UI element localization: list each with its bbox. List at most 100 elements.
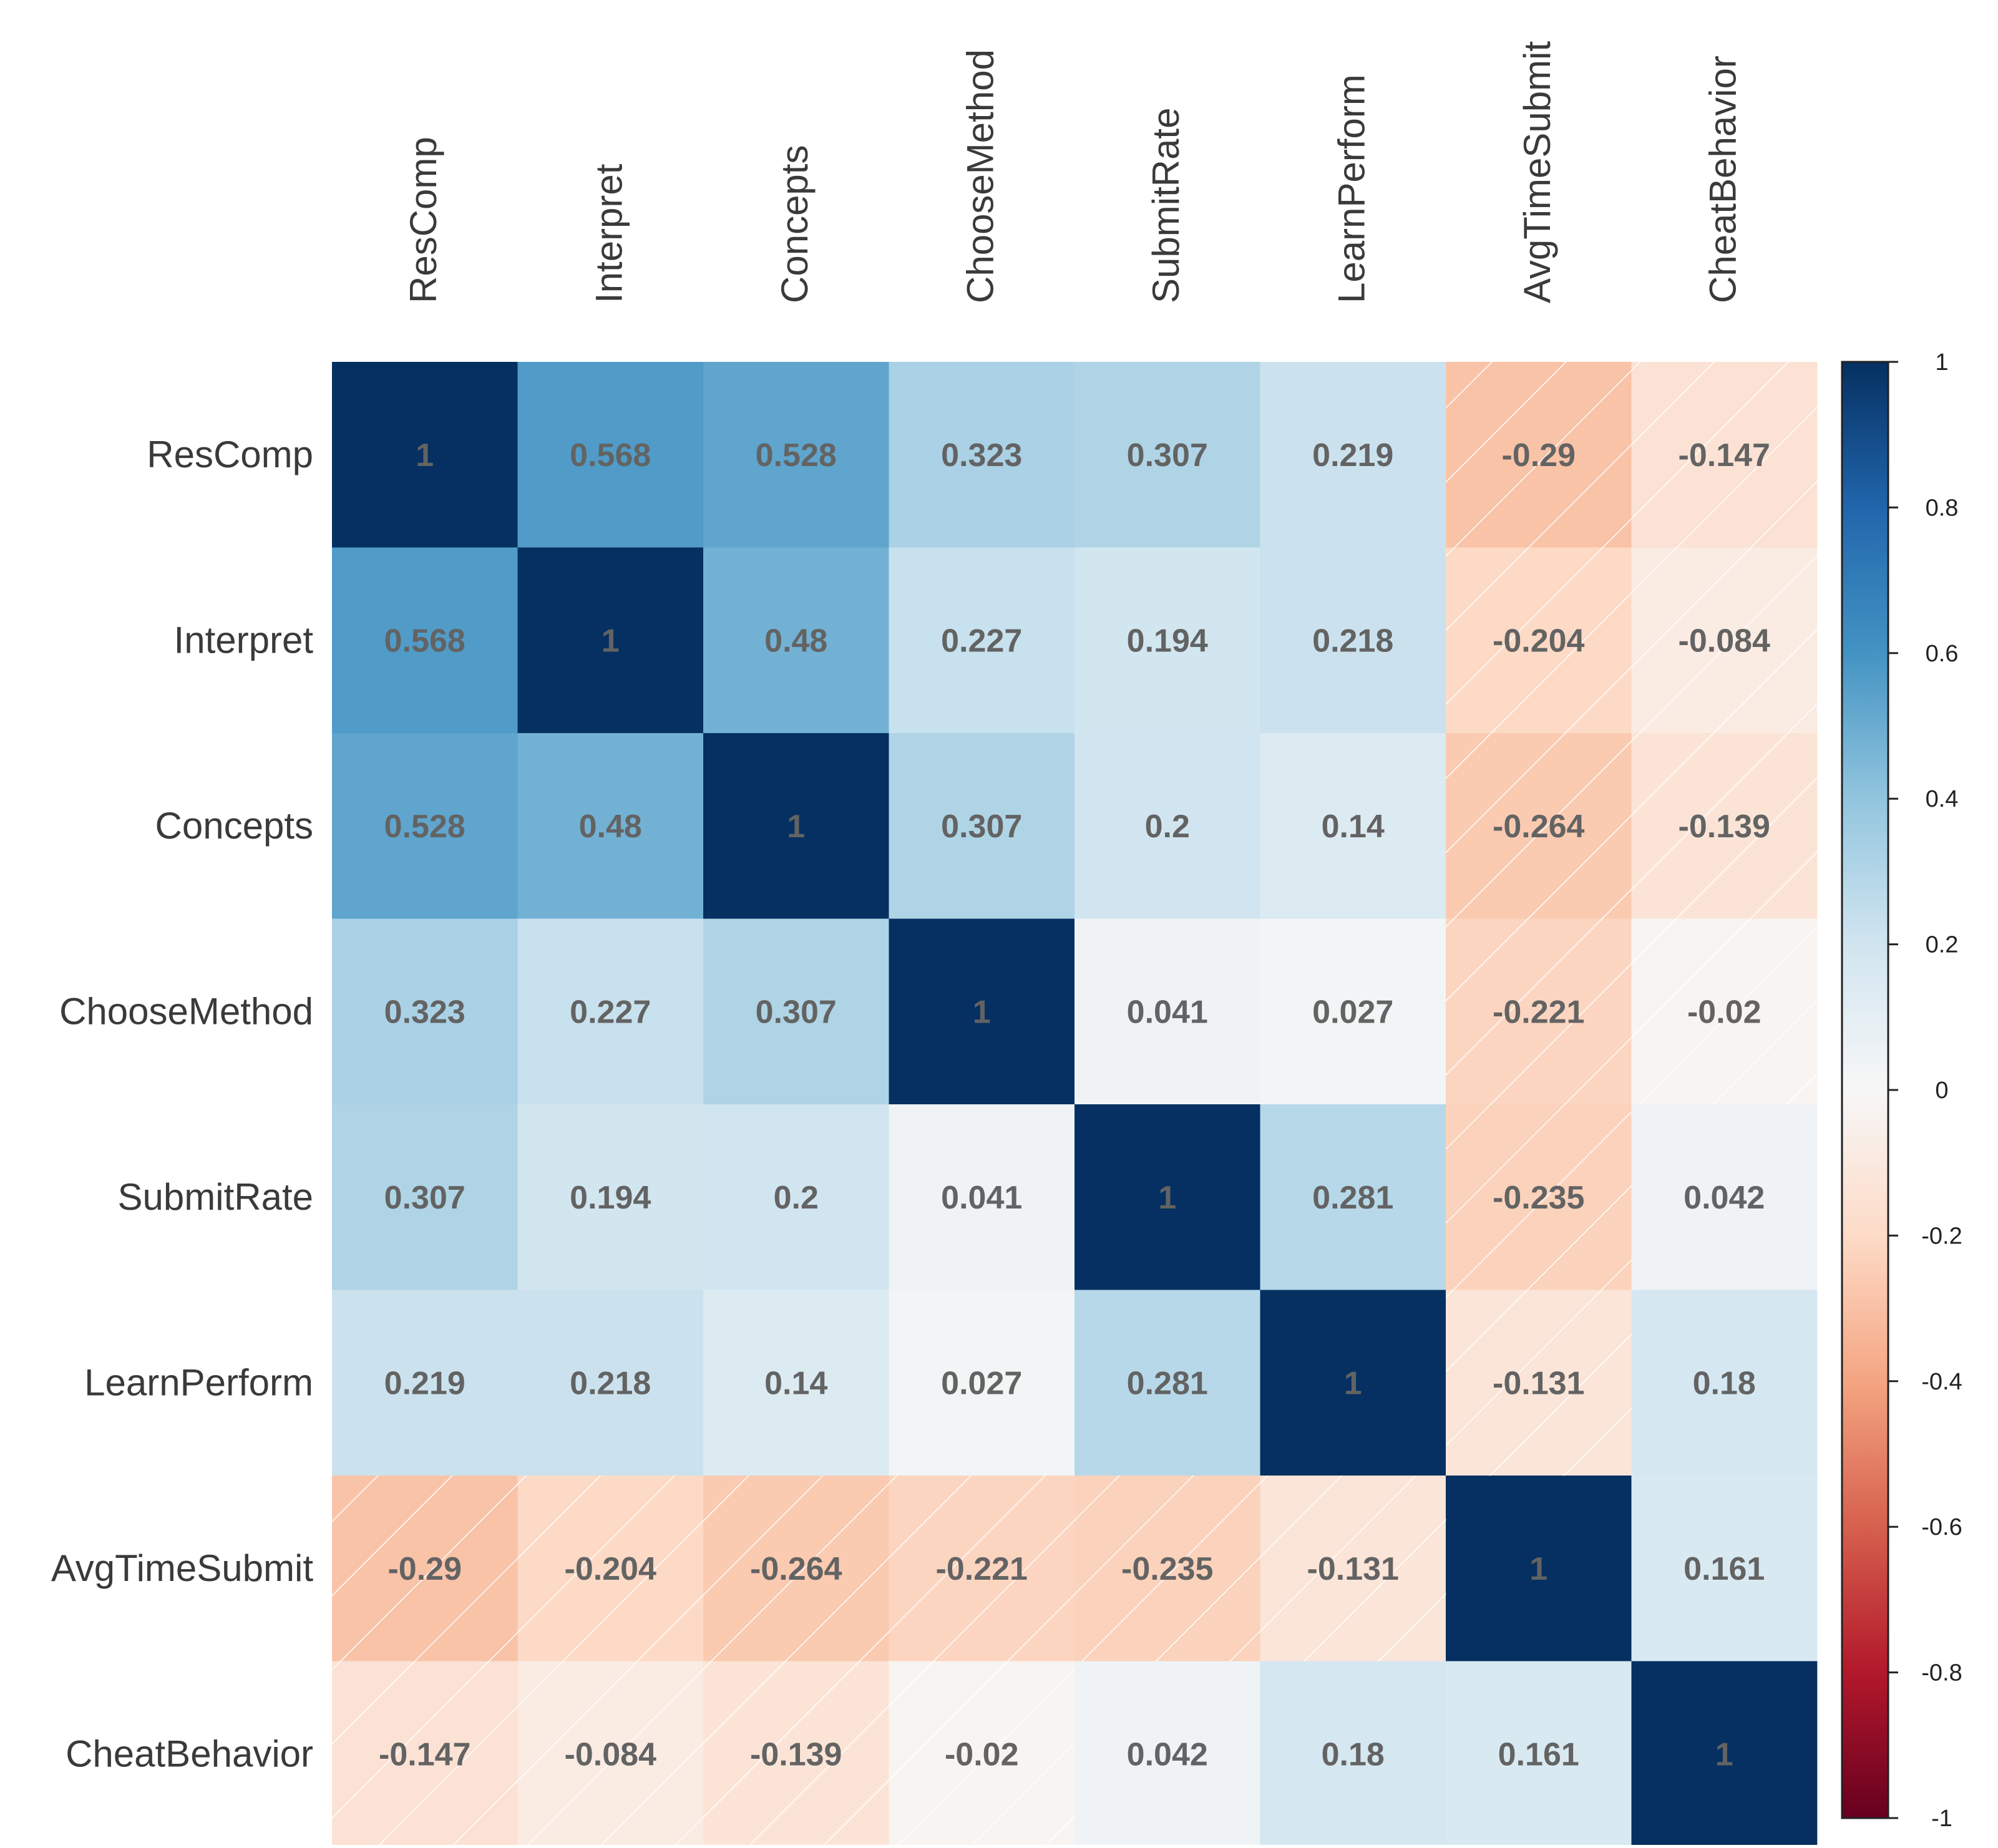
- heatmap-cell-avg-time-submit-concepts-hatch: [703, 1476, 889, 1661]
- heatmap-value-label-learn-perform-res-comp: 0.219: [384, 1365, 465, 1401]
- heatmap-cell-avg-time-submit-interpret-hatch: [517, 1476, 704, 1661]
- heatmap-cell-submit-rate-choose-method: [889, 1104, 1075, 1290]
- colorbar-tick-label-0-2: 0.2: [1926, 932, 1959, 958]
- heatmap-value-label-learn-perform-concepts: 0.14: [764, 1365, 827, 1401]
- heatmap-cell-avg-time-submit-avg-time-submit: [1446, 1476, 1632, 1661]
- heatmap-value-label-concepts-learn-perform: 0.14: [1322, 809, 1385, 845]
- heatmap-cell-submit-rate-res-comp: [332, 1104, 518, 1290]
- heatmap-cell-submit-rate-interpret: [517, 1104, 704, 1290]
- heatmap-value-label-avg-time-submit-concepts: -0.264: [750, 1551, 842, 1587]
- heatmap-cell-avg-time-submit-submit-rate-hatch: [1075, 1476, 1260, 1661]
- heatmap-cell-avg-time-submit-res-comp-hatch: [332, 1476, 518, 1661]
- heatmap-cell-concepts-interpret: [517, 733, 704, 919]
- row-label-avg-time-submit: AvgTimeSubmit: [51, 1547, 313, 1589]
- heatmap-value-labels: 1 0.568 0.528 0.323 0.307 0.219 -0.29 -0.147 0.5…: [379, 437, 1770, 1773]
- heatmap-cell-learn-perform-concepts: [703, 1290, 889, 1476]
- heatmap-cell-concepts-avg-time-submit-hatch: [1446, 733, 1632, 919]
- heatmap-cell-choose-method-cheat-behavior-hatch: [1631, 918, 1818, 1105]
- heatmap-value-label-interpret-concepts: 0.48: [764, 623, 827, 659]
- heatmap-cell-res-comp-submit-rate: [1075, 362, 1260, 548]
- heatmap-cell-concepts-concepts: [703, 733, 889, 919]
- heatmap-value-label-choose-method-avg-time-submit: -0.221: [1493, 994, 1584, 1030]
- heatmap-value-label-interpret-interpret: 1: [602, 623, 620, 659]
- column-label-learn-perform: LearnPerform: [1330, 74, 1372, 303]
- heatmap-cell-choose-method-res-comp: [332, 918, 518, 1105]
- heatmap-cell-cheat-behavior-learn-perform: [1260, 1661, 1446, 1847]
- heatmap-value-label-cheat-behavior-res-comp: -0.147: [379, 1736, 470, 1773]
- row-label-submit-rate: SubmitRate: [118, 1176, 313, 1218]
- heatmap-value-label-cheat-behavior-avg-time-submit: 0.161: [1498, 1736, 1579, 1773]
- heatmap-cell-res-comp-avg-time-submit-hatch: [1446, 362, 1632, 548]
- colorbar-tick-label-minus-1: -1: [1931, 1806, 1952, 1832]
- heatmap-cell-avg-time-submit-choose-method-hatch: [889, 1476, 1075, 1661]
- heatmap-value-label-submit-rate-avg-time-submit: -0.235: [1493, 1180, 1584, 1216]
- heatmap-cell-cheat-behavior-interpret-hatch: [517, 1661, 704, 1847]
- heatmap-value-label-res-comp-res-comp: 1: [416, 437, 434, 474]
- heatmap-cell-learn-perform-choose-method: [889, 1290, 1075, 1476]
- heatmap-value-label-learn-perform-interpret: 0.218: [570, 1365, 651, 1401]
- heatmap-value-label-choose-method-submit-rate: 0.041: [1127, 994, 1208, 1030]
- heatmap-cell-choose-method-learn-perform: [1260, 918, 1446, 1105]
- heatmap-value-label-learn-perform-avg-time-submit: -0.131: [1493, 1365, 1584, 1401]
- colorbar-tick-label-minus-0-4: -0.4: [1921, 1369, 1962, 1395]
- heatmap-cell-learn-perform-interpret: [517, 1290, 704, 1476]
- heatmap-value-label-submit-rate-interpret: 0.194: [570, 1180, 651, 1216]
- heatmap-value-label-cheat-behavior-learn-perform: 0.18: [1322, 1736, 1385, 1773]
- heatmap-value-label-concepts-avg-time-submit: -0.264: [1493, 809, 1585, 845]
- heatmap-cell-learn-perform-avg-time-submit-hatch: [1446, 1290, 1632, 1476]
- heatmap-value-label-submit-rate-submit-rate: 1: [1158, 1180, 1176, 1216]
- heatmap-cell-interpret-res-comp: [332, 547, 518, 734]
- heatmap-value-label-concepts-submit-rate: 0.2: [1145, 809, 1190, 845]
- row-label-concepts: Concepts: [155, 805, 313, 847]
- heatmap-value-label-interpret-res-comp: 0.568: [384, 623, 465, 659]
- heatmap-value-label-choose-method-learn-perform: 0.027: [1312, 994, 1393, 1030]
- heatmap-value-label-choose-method-cheat-behavior: -0.02: [1687, 994, 1762, 1030]
- column-label-res-comp: ResComp: [402, 137, 444, 303]
- heatmap-cell-learn-perform-res-comp: [332, 1290, 518, 1476]
- heatmap-cell-learn-perform-submit-rate: [1075, 1290, 1260, 1476]
- heatmap-value-label-choose-method-res-comp: 0.323: [384, 994, 465, 1030]
- heatmap-cell-interpret-submit-rate: [1075, 547, 1260, 734]
- column-label-choose-method: ChooseMethod: [959, 49, 1001, 303]
- heatmap-value-label-choose-method-choose-method: 1: [973, 994, 991, 1030]
- heatmap-value-label-avg-time-submit-avg-time-submit: 1: [1529, 1551, 1547, 1587]
- column-labels: ResComp Interpret Concepts ChooseMethod Subm…: [402, 41, 1744, 303]
- heatmap-value-label-res-comp-concepts: 0.528: [756, 437, 837, 474]
- colorbar-tick-label-0-6: 0.6: [1926, 641, 1959, 667]
- heatmap-cell-interpret-cheat-behavior-hatch: [1631, 547, 1818, 734]
- heatmap-value-label-submit-rate-learn-perform: 0.281: [1312, 1180, 1393, 1216]
- heatmap-cell-res-comp-interpret: [517, 362, 704, 548]
- colorbar-tick-label-0: 0: [1935, 1077, 1948, 1104]
- heatmap-cell-res-comp-choose-method: [889, 362, 1075, 548]
- heatmap-value-label-avg-time-submit-cheat-behavior: 0.161: [1684, 1551, 1765, 1587]
- heatmap-cell-res-comp-learn-perform: [1260, 362, 1446, 548]
- heatmap-value-label-cheat-behavior-interpret: -0.084: [565, 1736, 657, 1773]
- heatmap-value-label-concepts-choose-method: 0.307: [941, 809, 1022, 845]
- heatmap-hatches: [332, 362, 1818, 1847]
- heatmap-cell-learn-perform-cheat-behavior: [1631, 1290, 1818, 1476]
- heatmap-cell-choose-method-concepts: [703, 918, 889, 1105]
- heatmap-cell-concepts-submit-rate: [1075, 733, 1260, 919]
- heatmap-value-label-concepts-res-comp: 0.528: [384, 809, 465, 845]
- heatmap-value-label-submit-rate-concepts: 0.2: [774, 1180, 819, 1216]
- row-labels: ResComp Interpret Concepts ChooseMethod Subm…: [51, 434, 313, 1775]
- heatmap-value-label-concepts-concepts: 1: [787, 809, 805, 845]
- column-label-submit-rate: SubmitRate: [1145, 108, 1187, 303]
- heatmap-value-label-res-comp-submit-rate: 0.307: [1127, 437, 1208, 474]
- colorbar: 1 0.8 0.6 0.4 0.2 0 -0.2 -0.4 -0.6 -0.8 -1: [1841, 349, 1962, 1832]
- heatmap-cell-submit-rate-concepts: [703, 1104, 889, 1290]
- heatmap-cell-submit-rate-cheat-behavior: [1631, 1104, 1818, 1290]
- heatmap-value-label-submit-rate-res-comp: 0.307: [384, 1180, 465, 1216]
- heatmap-cell-interpret-interpret: [517, 547, 704, 734]
- heatmap-value-label-avg-time-submit-learn-perform: -0.131: [1307, 1551, 1399, 1587]
- column-label-concepts: Concepts: [774, 145, 816, 303]
- heatmap-cell-avg-time-submit-cheat-behavior: [1631, 1476, 1818, 1661]
- heatmap-cell-choose-method-avg-time-submit-hatch: [1446, 918, 1632, 1105]
- heatmap-cell-choose-method-choose-method: [889, 918, 1075, 1105]
- heatmap-cell-cheat-behavior-cheat-behavior: [1631, 1661, 1818, 1847]
- colorbar-gradient-bar: [1842, 362, 1888, 1818]
- colorbar-ticks: 1 0.8 0.6 0.4 0.2 0 -0.2 -0.4 -0.6 -0.8 -1: [1888, 349, 1962, 1832]
- heatmap-cell-learn-perform-learn-perform: [1260, 1290, 1446, 1476]
- heatmap-value-label-interpret-cheat-behavior: -0.084: [1679, 623, 1771, 659]
